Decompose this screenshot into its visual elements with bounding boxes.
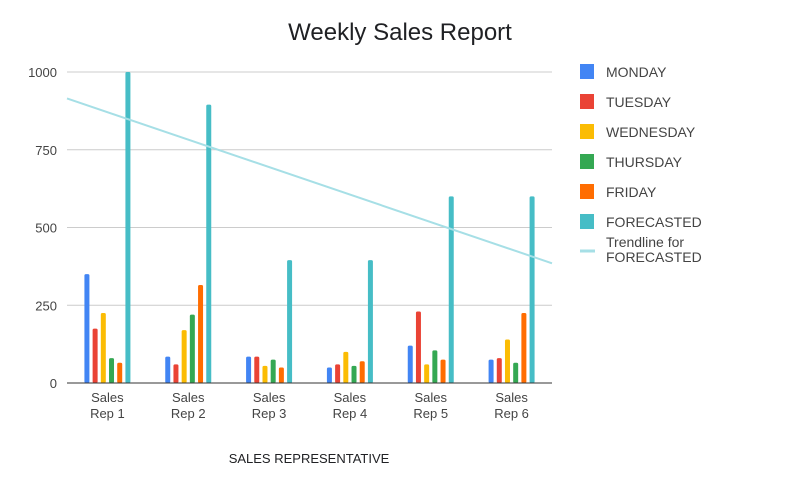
bar-wednesday-rep-3 [262, 365, 268, 383]
bar-forecasted-rep-2 [206, 104, 212, 383]
bar-monday-rep-2 [165, 356, 171, 383]
legend-label: THURSDAY [606, 154, 683, 170]
bar-friday-rep-6 [521, 313, 527, 383]
x-tick-label: Sales Rep 6 [494, 390, 529, 421]
trendline-forecasted [66, 97, 553, 265]
x-tick-label: Sales Rep 3 [252, 390, 287, 421]
x-axis-ticks: Sales Rep 1 Sales Rep 2 Sales Rep 3 Sales Rep 4… [90, 390, 529, 421]
legend-label: MONDAY [606, 64, 667, 80]
legend-item-friday: FRIDAY [580, 184, 657, 200]
bar-thursday-rep-2 [189, 314, 195, 383]
legend-label: FORECASTED [606, 214, 702, 230]
bar-monday-rep-1 [84, 274, 90, 383]
bar-wednesday-rep-6 [504, 339, 510, 383]
bar-tuesday-rep-2 [173, 364, 179, 383]
bar-tuesday-rep-5 [415, 311, 421, 383]
legend-item-tuesday: TUESDAY [580, 94, 672, 110]
legend-swatch [580, 154, 594, 169]
y-tick-label: 750 [35, 143, 57, 158]
x-tick-label: Sales Rep 5 [413, 390, 448, 421]
bar-monday-rep-6 [488, 359, 494, 383]
y-tick-label: 250 [35, 298, 57, 313]
bar-thursday-rep-1 [109, 358, 115, 383]
bar-tuesday-rep-1 [92, 328, 98, 383]
bar-monday-rep-5 [407, 345, 413, 383]
bar-friday-rep-3 [278, 367, 284, 383]
bar-thursday-rep-3 [270, 359, 276, 383]
legend-swatch [580, 64, 594, 79]
legend-label: FRIDAY [606, 184, 657, 200]
legend-item-trendline: Trendline for FORECASTED [580, 234, 702, 265]
bar-wednesday-rep-5 [424, 364, 430, 383]
legend-swatch [580, 94, 594, 109]
bar-forecasted-rep-5 [448, 196, 454, 383]
x-tick-label: Sales Rep 4 [333, 390, 368, 421]
legend-item-wednesday: WEDNESDAY [580, 124, 696, 140]
legend-item-monday: MONDAY [580, 64, 667, 80]
bar-wednesday-rep-1 [100, 313, 106, 383]
legend-swatch [580, 124, 594, 139]
bars [84, 72, 535, 383]
legend: MONDAY TUESDAY WEDNESDAY THURSDAY FRIDAY FORE… [580, 64, 702, 265]
legend-item-forecasted: FORECASTED [580, 214, 702, 230]
bar-tuesday-rep-6 [496, 358, 502, 383]
bar-forecasted-rep-6 [529, 196, 535, 383]
legend-label: WEDNESDAY [606, 124, 696, 140]
trendline-layer [66, 97, 553, 265]
y-tick-label: 0 [50, 376, 57, 391]
bar-friday-rep-4 [359, 361, 365, 383]
x-tick-label: Sales Rep 1 [90, 390, 125, 421]
bar-friday-rep-1 [117, 362, 123, 383]
legend-item-thursday: THURSDAY [580, 154, 683, 170]
bar-thursday-rep-5 [432, 350, 438, 383]
bar-friday-rep-2 [198, 285, 204, 383]
bar-monday-rep-4 [326, 367, 332, 383]
legend-swatch [580, 184, 594, 199]
bar-tuesday-rep-4 [335, 364, 341, 383]
bar-monday-rep-3 [246, 356, 252, 383]
chart-title: Weekly Sales Report [288, 19, 512, 46]
legend-swatch [580, 214, 594, 229]
bar-forecasted-rep-1 [125, 72, 131, 383]
bar-thursday-rep-4 [351, 365, 357, 383]
gridlines [67, 71, 552, 306]
bar-wednesday-rep-2 [181, 330, 187, 383]
bar-tuesday-rep-3 [254, 356, 260, 383]
x-tick-label: Sales Rep 2 [171, 390, 206, 421]
bar-forecasted-rep-4 [367, 260, 373, 383]
bar-wednesday-rep-4 [343, 351, 349, 383]
y-axis-ticks: 0 250 500 750 1000 [28, 65, 57, 391]
y-tick-label: 500 [35, 221, 57, 236]
legend-label: Trendline for FORECASTED [606, 234, 702, 265]
x-axis-title: SALES REPRESENTATIVE [229, 451, 390, 466]
legend-label: TUESDAY [606, 94, 672, 110]
bar-thursday-rep-6 [513, 362, 519, 383]
y-tick-label: 1000 [28, 65, 57, 80]
bar-friday-rep-5 [440, 359, 446, 383]
bar-forecasted-rep-3 [287, 260, 293, 383]
